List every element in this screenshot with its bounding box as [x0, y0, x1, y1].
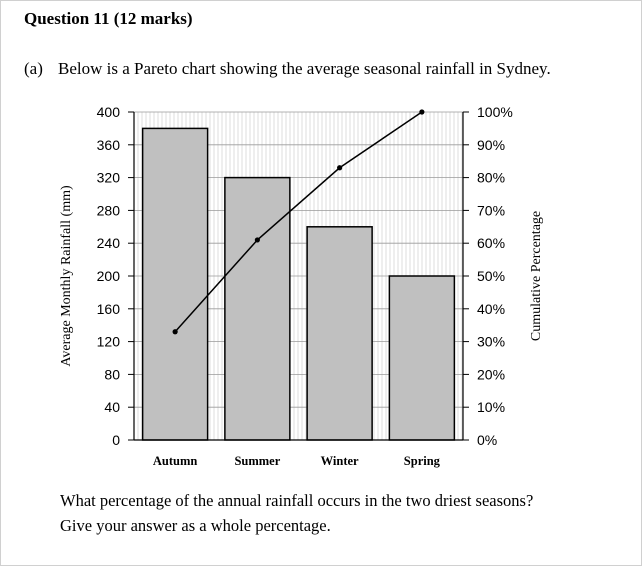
y2-tick-label: 40% [477, 301, 505, 317]
question-line-2: Give your answer as a whole percentage. [60, 516, 331, 535]
part-intro-text: Below is a Pareto chart showing the aver… [58, 59, 551, 78]
chart-axes [128, 111, 469, 441]
question-line-1: What percentage of the annual rainfall o… [60, 491, 534, 510]
y-tick-label: 400 [97, 104, 121, 120]
category-label-spring: Spring [404, 454, 441, 468]
category-label-summer: Summer [234, 454, 280, 468]
y-tick-label: 200 [97, 268, 121, 284]
question-prompt: What percentage of the annual rainfall o… [60, 488, 533, 538]
y2-tick-label: 70% [477, 202, 505, 218]
y2-tick-label: 100% [477, 104, 513, 120]
y2-tick-label: 10% [477, 399, 505, 415]
y-tick-label: 120 [97, 334, 121, 350]
y-tick-label: 280 [97, 202, 121, 218]
y2-tick-label: 20% [477, 366, 505, 382]
bar-winter [306, 226, 373, 441]
y2-tick-label: 0% [477, 432, 497, 448]
y2-tick-label: 60% [477, 235, 505, 251]
y2-tick-label: 50% [477, 268, 505, 284]
bar-summer [224, 176, 291, 441]
y-tick-label: 40 [104, 399, 120, 415]
cumulative-line [172, 109, 425, 335]
y-tick-label: 80 [104, 366, 120, 382]
cumulative-point-autumn [172, 329, 178, 335]
bar-spring [388, 275, 456, 441]
y2-tick-label: 80% [477, 170, 505, 186]
chart-labels: 0 40 80 120 160 200 240 280 320 360 400 0% 10% 20% 30%… [59, 104, 544, 468]
y-tick-label: 0 [112, 432, 120, 448]
part-a-intro: (a) Below is a Pareto chart showing the a… [24, 59, 551, 79]
question-title: Question 11 (12 marks) [24, 9, 193, 28]
cumulative-polyline [174, 111, 423, 333]
y2-tick-label: 90% [477, 137, 505, 153]
part-label: (a) [24, 59, 43, 78]
y2-axis-title: Cumulative Percentage [529, 211, 544, 341]
y-tick-label: 160 [97, 301, 121, 317]
y-axis-title: Average Monthly Rainfall (mm) [59, 185, 74, 367]
category-label-autumn: Autumn [153, 454, 198, 468]
category-label-winter: Winter [321, 454, 359, 468]
y-tick-label: 320 [97, 170, 121, 186]
cumulative-point-winter [337, 165, 343, 171]
chart-bars [141, 127, 456, 441]
cumulative-point-summer [254, 237, 260, 243]
y-tick-label: 240 [97, 235, 121, 251]
y-tick-label: 360 [97, 137, 121, 153]
cumulative-point-spring [419, 109, 425, 115]
bar-autumn [141, 127, 209, 441]
y2-tick-label: 30% [477, 334, 505, 350]
